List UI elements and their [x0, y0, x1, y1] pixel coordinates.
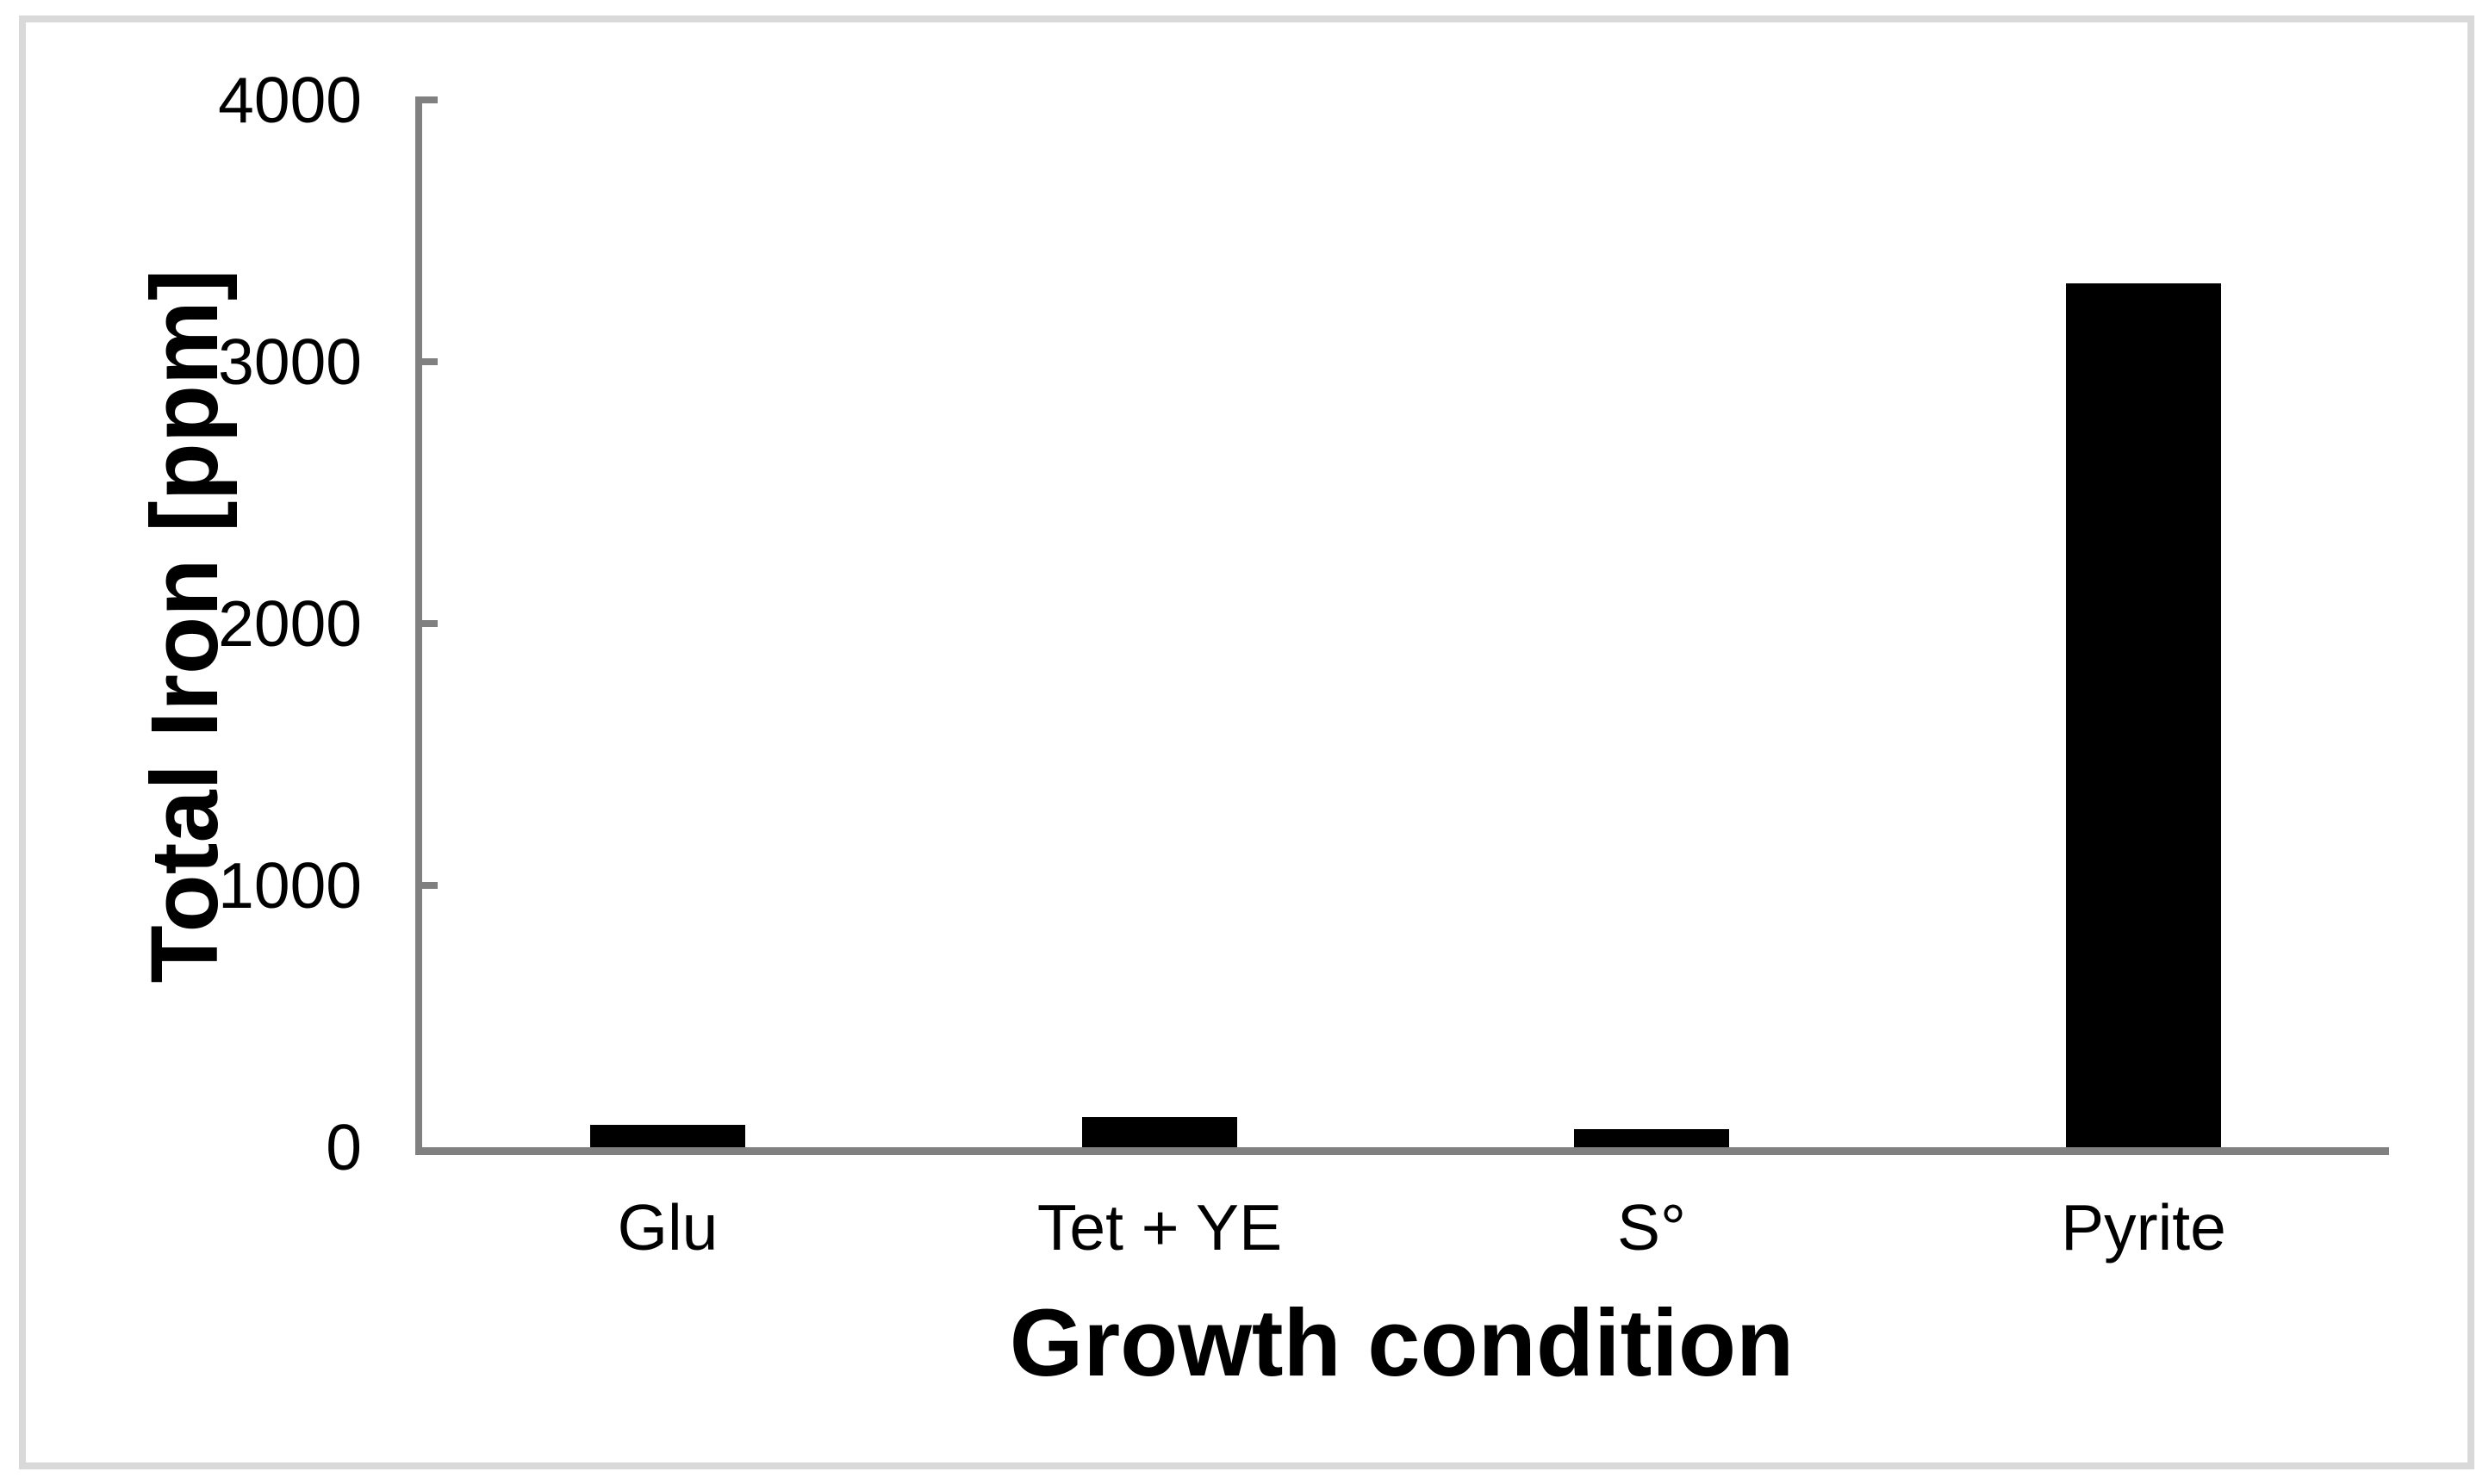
x-axis-title: Growth condition [1009, 1290, 1795, 1396]
y-axis-tick [415, 882, 438, 889]
x-category-label: S° [1616, 1191, 1687, 1264]
bar-s- [1574, 1129, 1729, 1147]
x-axis-line [415, 1147, 2389, 1155]
bar-pyrite [2066, 283, 2221, 1147]
x-category-label: Pyrite [2061, 1191, 2226, 1264]
x-category-label: Tet + YE [1036, 1191, 1283, 1264]
y-axis-tick [415, 620, 438, 627]
y-tick-label: 3000 [218, 326, 362, 398]
y-tick-label: 1000 [218, 849, 362, 922]
bar-glu [590, 1125, 745, 1147]
y-tick-label: 2000 [218, 587, 362, 660]
y-axis-tick [415, 96, 438, 103]
y-axis-tick [415, 358, 438, 365]
x-category-label: Glu [617, 1191, 719, 1264]
y-tick-label: 0 [326, 1111, 362, 1183]
y-tick-label: 4000 [218, 64, 362, 136]
figure-border [19, 16, 2474, 1469]
bar-tet-ye [1082, 1117, 1237, 1147]
